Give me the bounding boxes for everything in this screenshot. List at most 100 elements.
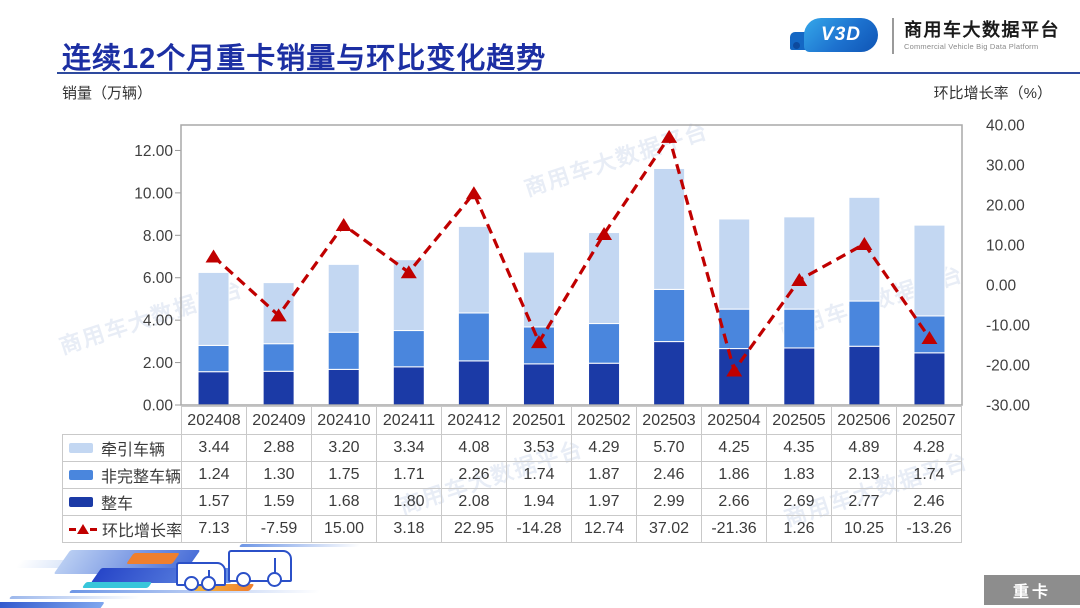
value-cell: -13.26 [896,515,962,543]
truck-wheel-icon [201,576,216,591]
value-cell: 2.99 [636,488,702,516]
value-cell: -7.59 [246,515,312,543]
value-cell: 2.66 [701,488,767,516]
month-header-cell: 202506 [831,406,897,435]
value-cell: 2.77 [831,488,897,516]
left-axis-tick-label: 2.00 [143,355,174,372]
value-cell: 2.13 [831,461,897,489]
bar-segment [588,323,621,364]
value-cell: 2.46 [636,461,702,489]
month-header-cell: 202505 [766,406,832,435]
triangle-marker-icon [791,272,808,286]
right-axis-tick-label: 30.00 [986,158,1025,175]
value-cell: 1.74 [896,461,962,489]
category-badge: 重卡 [984,575,1080,605]
bar-segment [392,259,425,332]
value-cell: 1.26 [766,515,832,543]
month-header-cell: 202504 [701,406,767,435]
bar-segment [457,225,490,314]
speed-lines-decoration [0,538,440,608]
value-cell: 2.88 [246,434,312,462]
table-row: 牵引车辆 3.44 2.88 3.20 3.34 4.08 3.53 4.29 5.70 4.25… [62,434,962,462]
triangle-marker-icon [205,249,222,263]
brand-logo: V3D 商用车大数据平台 Commercial Vehicle Big Data… [790,14,1060,58]
bar-segment [783,347,816,406]
left-axis-title: 销量（万辆） [62,85,153,102]
value-cell: 1.94 [506,488,572,516]
right-axis-tick-label: -20.00 [986,358,1030,375]
watermark-text: 商用车大数据平台 [776,260,967,344]
speed-streak [81,582,153,588]
left-axis-tick-label: 12.00 [134,143,173,160]
bar-segment [327,331,360,370]
value-cell: 3.34 [376,434,442,462]
value-cell: 10.25 [831,515,897,543]
value-cell: 4.08 [441,434,507,462]
series-name-label: 环比增长率 [102,523,182,540]
triangle-marker-icon [335,218,352,231]
right-axis-tick-label: 10.00 [986,238,1025,255]
value-cell: 1.87 [571,461,637,489]
right-axis-tick-label: -10.00 [986,318,1030,335]
truck-wheel-icon [267,572,282,587]
value-cell: -21.36 [701,515,767,543]
value-cell: 4.35 [766,434,832,462]
value-cell: 15.00 [311,515,377,543]
month-header-cell: 202410 [311,406,377,435]
speed-streak [238,544,362,547]
bar-segment [718,218,751,310]
table-row: 整车 1.57 1.59 1.68 1.80 2.08 1.94 1.97 2.99 2.66 2.… [62,488,962,516]
logo-wheel-icon [793,42,800,49]
value-cell: 1.83 [766,461,832,489]
value-cell: 1.59 [246,488,312,516]
bar-segment [457,312,490,362]
logo-cloud-icon: V3D [804,18,878,52]
series-name-label: 整车 [101,496,134,513]
table-row: 非完整车辆 1.24 1.30 1.75 1.71 2.26 1.74 1.87 2.46 1.8… [62,461,962,489]
right-axis-tick-label: -30.00 [986,398,1030,415]
month-header-cell: 202503 [636,406,702,435]
value-cell: 2.08 [441,488,507,516]
truck-wheel-icon [184,576,199,591]
legend-line-marker-icon [69,524,97,534]
legend-swatch-icon [69,443,93,453]
value-cell: 2.69 [766,488,832,516]
table-corner-cell [63,407,182,435]
month-header-cell: 202409 [246,406,312,435]
logo-name-en: Commercial Vehicle Big Data Platform [904,42,1039,52]
logo-name-cn: 商用车大数据平台 [904,19,1060,40]
value-cell: 1.86 [701,461,767,489]
value-cell: 1.71 [376,461,442,489]
right-axis-title: 环比增长率（%） [933,85,1052,102]
left-axis-tick-label: 8.00 [143,228,174,245]
value-cell: 2.26 [441,461,507,489]
table-row: 环比增长率 7.13 -7.59 15.00 3.18 22.95 -14.28 12.74 3… [62,515,962,543]
truck-illustration-icon [228,550,292,587]
bar-segment [197,344,230,373]
value-cell: 4.29 [571,434,637,462]
series-label-cell: 牵引车辆 [62,434,182,462]
bar-segment [327,368,360,406]
value-cell: 4.89 [831,434,897,462]
bar-segment [653,288,686,343]
month-header-cell: 202412 [441,406,507,435]
watermark-text: 商用车大数据平台 [56,275,247,359]
value-cell: 3.18 [376,515,442,543]
bar-segment [653,167,686,290]
value-cell: 22.95 [441,515,507,543]
bar-segment [262,370,295,406]
value-cell: 1.74 [506,461,572,489]
bar-segment [392,330,425,368]
bar-segment [783,216,816,310]
left-axis-tick-label: 10.00 [134,185,173,202]
value-cell: 1.97 [571,488,637,516]
bar-segment [718,348,751,406]
value-cell: 1.68 [311,488,377,516]
logo-separator [892,18,894,54]
triangle-marker-icon [856,237,873,250]
series-label-cell: 环比增长率 [62,515,182,543]
left-axis-tick-label: 6.00 [143,270,174,287]
value-cell: 4.28 [896,434,962,462]
series-name-label: 牵引车辆 [101,442,166,459]
bar-segment [913,352,946,406]
